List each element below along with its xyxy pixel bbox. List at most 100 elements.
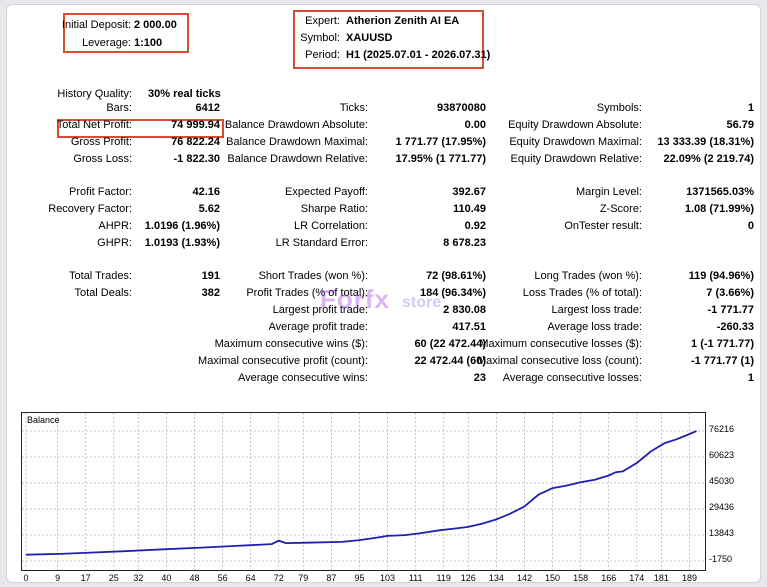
col2-label: Ticks: bbox=[339, 102, 368, 114]
x-tick-label: 189 bbox=[681, 573, 697, 583]
x-tick-label: 111 bbox=[408, 573, 423, 583]
col1-label: Total Deals: bbox=[74, 287, 132, 299]
col1-value: 5.62 bbox=[198, 203, 220, 215]
expert-box bbox=[293, 10, 484, 69]
col2-value: 72 (98.61%) bbox=[426, 270, 486, 282]
col3-value: 13 333.39 (18.31%) bbox=[657, 136, 754, 148]
chart-plot-area: Balance bbox=[21, 412, 706, 571]
expert-value: Atherion Zenith AI EA bbox=[346, 15, 460, 27]
col2-value: 23 bbox=[473, 372, 486, 384]
x-tick-label: 56 bbox=[217, 573, 228, 583]
x-tick-label: 134 bbox=[488, 573, 504, 583]
watermark-sub: store bbox=[402, 294, 442, 311]
col2-value: 93870080 bbox=[437, 102, 486, 114]
col1-value: 1.0196 (1.96%) bbox=[144, 220, 220, 232]
col3-value: -1 771.77 bbox=[707, 304, 754, 316]
x-tick-label: 17 bbox=[80, 573, 91, 583]
col2-label: Expected Payoff: bbox=[285, 186, 368, 198]
y-tick-label: -1750 bbox=[709, 554, 733, 564]
balance-chart: Balance 76216 60623 45030 29436 13843 -1750 0… bbox=[21, 412, 758, 584]
col3-label: OnTester result: bbox=[564, 220, 642, 232]
col2-value: 17.95% (1 771.77) bbox=[395, 153, 486, 165]
x-tick-label: 48 bbox=[189, 573, 200, 583]
x-tick-label: 95 bbox=[354, 573, 365, 583]
col3-value: 22.09% (2 219.74) bbox=[663, 153, 754, 165]
col2-value: 417.51 bbox=[452, 321, 486, 333]
col1-label: AHPR: bbox=[98, 220, 132, 232]
x-tick-label: 181 bbox=[653, 573, 669, 583]
col2-label: Balance Drawdown Maximal: bbox=[226, 136, 368, 148]
col3-value: 1.08 (71.99%) bbox=[684, 203, 754, 215]
y-tick-label: 60623 bbox=[709, 450, 735, 460]
col2-value: 0.00 bbox=[464, 119, 486, 131]
leverage-value: 1:100 bbox=[134, 37, 163, 49]
symbol-label: Symbol: bbox=[300, 32, 340, 44]
y-tick-label: 29436 bbox=[709, 502, 735, 512]
chart-title: Balance bbox=[27, 415, 60, 425]
col3-value: -260.33 bbox=[716, 321, 754, 333]
col2-label: Short Trades (won %): bbox=[258, 270, 368, 282]
col2-label: Profit Trades (% of total): bbox=[246, 287, 368, 299]
watermark-brand: Forfx bbox=[320, 284, 390, 314]
col1-value: 191 bbox=[201, 270, 220, 282]
col1-label: Gross Loss: bbox=[73, 153, 132, 165]
col2-label: Balance Drawdown Absolute: bbox=[224, 119, 368, 131]
period-value: H1 (2025.07.01 - 2026.07.31) bbox=[346, 49, 491, 61]
col2-label: LR Standard Error: bbox=[275, 237, 368, 249]
x-tick-label: 142 bbox=[516, 573, 532, 583]
col3-value: 1 bbox=[747, 372, 754, 384]
col3-label: Largest loss trade: bbox=[551, 304, 643, 316]
col1-label: Gross Profit: bbox=[70, 136, 132, 148]
history-quality-label: History Quality: bbox=[57, 88, 132, 100]
net-profit-box bbox=[57, 119, 224, 138]
col1-value: 42.16 bbox=[192, 186, 220, 198]
deposit-label: Initial Deposit: bbox=[61, 19, 131, 31]
col2-value: 1 771.77 (17.95%) bbox=[395, 136, 486, 148]
col3-value: -1 771.77 (1) bbox=[691, 355, 754, 367]
symbol-value: XAUUSD bbox=[346, 32, 393, 44]
col3-label: Long Trades (won %): bbox=[534, 270, 642, 282]
balance-series-line bbox=[25, 430, 697, 556]
period-label: Period: bbox=[305, 49, 340, 61]
y-tick-label: 76216 bbox=[709, 424, 735, 434]
report-sheet: Initial Deposit: 2 000.00 Leverage: 1:10… bbox=[6, 4, 761, 583]
x-tick-label: 126 bbox=[460, 573, 476, 583]
col2-label: Balance Drawdown Relative: bbox=[227, 153, 368, 165]
x-tick-label: 119 bbox=[436, 573, 451, 583]
x-tick-label: 166 bbox=[601, 573, 617, 583]
leverage-label: Leverage: bbox=[82, 37, 131, 49]
col1-value: 382 bbox=[201, 287, 220, 299]
col3-label: Equity Drawdown Relative: bbox=[510, 153, 642, 165]
col2-value: 110.49 bbox=[452, 203, 486, 215]
col1-value: 6412 bbox=[195, 102, 220, 114]
col2-value: 2 830.08 bbox=[443, 304, 486, 316]
chart-svg bbox=[22, 413, 705, 570]
col1-value: 76 822.24 bbox=[171, 136, 220, 148]
x-tick-label: 158 bbox=[573, 573, 589, 583]
col2-label: Maximum consecutive wins ($): bbox=[214, 338, 368, 350]
col1-label: Recovery Factor: bbox=[48, 203, 132, 215]
col3-value: 119 (94.96%) bbox=[688, 270, 754, 282]
col3-label: Loss Trades (% of total): bbox=[522, 287, 642, 299]
x-tick-label: 87 bbox=[326, 573, 337, 583]
col3-value: 56.79 bbox=[726, 119, 754, 131]
col1-label: Total Net Profit: bbox=[56, 119, 132, 131]
col1-label: Profit Factor: bbox=[69, 186, 132, 198]
col3-value: 7 (3.66%) bbox=[706, 287, 754, 299]
col3-label: Equity Drawdown Absolute: bbox=[508, 119, 642, 131]
col3-label: Z-Score: bbox=[599, 203, 642, 215]
x-tick-label: 0 bbox=[23, 573, 29, 583]
col3-label: Maximal consecutive loss (count): bbox=[476, 355, 642, 367]
col3-label: Margin Level: bbox=[575, 186, 642, 198]
x-tick-label: 64 bbox=[245, 573, 256, 583]
col1-label: Total Trades: bbox=[69, 270, 132, 282]
x-tick-label: 25 bbox=[108, 573, 119, 583]
col2-label: Sharpe Ratio: bbox=[300, 203, 368, 215]
col3-label: Maximum consecutive losses ($): bbox=[479, 338, 642, 350]
col3-value: 1 (-1 771.77) bbox=[691, 338, 754, 350]
x-tick-label: 150 bbox=[545, 573, 561, 583]
col3-label: Average consecutive losses: bbox=[502, 372, 642, 384]
col2-label: Average profit trade: bbox=[268, 321, 368, 333]
y-tick-label: 13843 bbox=[709, 528, 735, 538]
col1-value: 1.0193 (1.93%) bbox=[144, 237, 220, 249]
